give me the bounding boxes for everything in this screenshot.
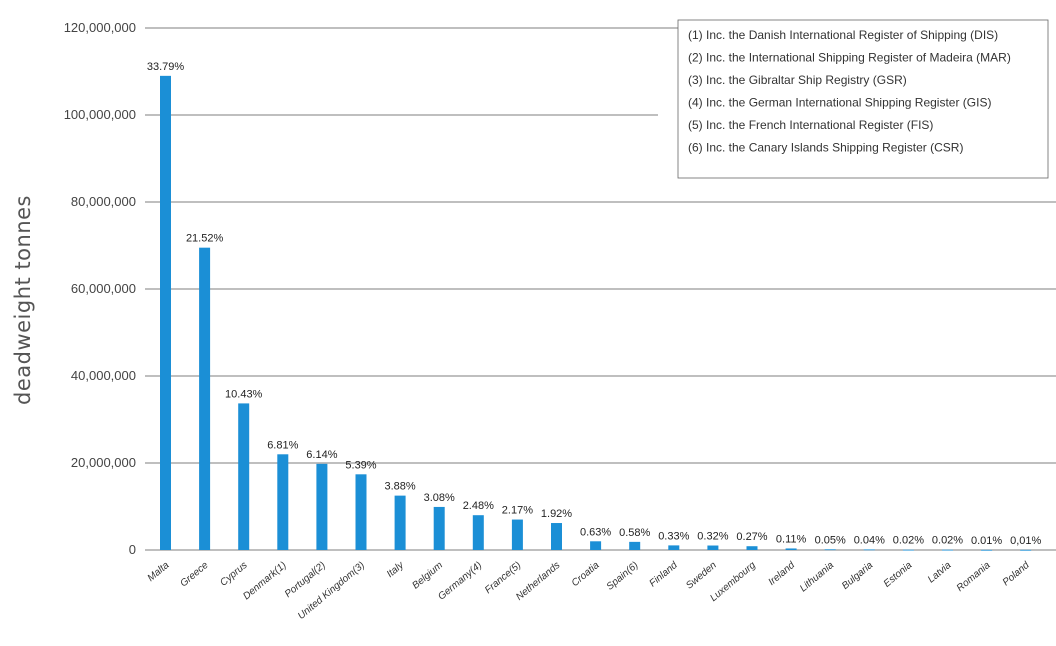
y-tick-label: 100,000,000 [64, 107, 136, 122]
data-label: 0.02% [932, 535, 963, 547]
bar [863, 549, 875, 551]
data-label: 0.11% [776, 533, 807, 545]
data-label: 33.79% [147, 61, 185, 73]
bar [238, 403, 250, 550]
bar [433, 506, 445, 550]
data-label: 0,01% [1010, 535, 1041, 547]
y-axis-label: deadweight tonnes [11, 195, 35, 405]
x-tick-label: Italy [385, 559, 407, 580]
x-tick-label: Denmark(1) [241, 560, 289, 602]
bar [1020, 549, 1032, 551]
data-labels: 33.79% 21.52% 10.43% 6.81% 6.14% 5.39% 3.88% 3.… [147, 61, 1042, 547]
data-label: 10.43% [225, 388, 263, 400]
bar [629, 541, 641, 550]
data-label: 3.88% [384, 481, 415, 493]
note-line: (6) Inc. the Canary Islands Shipping Reg… [688, 141, 963, 155]
x-tick-label: Germany(4) [436, 560, 484, 603]
x-tick-label: Finland [648, 560, 681, 590]
bar [707, 545, 719, 550]
bar [668, 545, 680, 550]
data-label: 0.02% [893, 535, 924, 547]
data-label: 5.39% [345, 459, 376, 471]
y-tick-label: 120,000,000 [64, 20, 136, 35]
bar [277, 454, 289, 550]
note-line: (2) Inc. the International Shipping Regi… [688, 51, 1011, 65]
bar [355, 474, 367, 550]
data-label: 2.17% [502, 505, 533, 517]
data-label: 0.33% [658, 530, 689, 542]
bar [316, 463, 328, 550]
x-tick-label: Estonia [882, 560, 915, 590]
bars [160, 75, 1032, 551]
data-label: 0.32% [697, 531, 728, 543]
y-tick-label: 40,000,000 [71, 368, 136, 383]
x-tick-label: Romania [955, 560, 993, 594]
x-tick-label: United Kingdom(3) [296, 560, 367, 622]
x-tick-label: Bulgaria [840, 560, 876, 592]
y-tick-label: 0 [129, 542, 136, 557]
x-tick-label: Croatia [570, 560, 602, 589]
x-axis-categories: Malta Greece CyprusDenmark(1)Portugal(2)Un… [146, 559, 1032, 622]
bar [590, 541, 602, 550]
notes-box: (1) Inc. the Danish International Regist… [677, 19, 1049, 179]
data-label: 6.81% [267, 439, 298, 451]
notes-box-frame [677, 19, 1049, 179]
y-tick-label: 80,000,000 [71, 194, 136, 209]
data-label: 1.92% [541, 508, 572, 520]
x-tick-label: Belgium [410, 560, 445, 592]
bar [551, 523, 562, 550]
note-line: (4) Inc. the German International Shippi… [688, 96, 991, 110]
gridlines [145, 27, 1056, 551]
note-line: (5) Inc. the French International Regist… [688, 118, 933, 132]
y-tick-label: 20,000,000 [71, 455, 136, 470]
x-tick-label: Ireland [767, 560, 798, 588]
data-label: 0.58% [619, 527, 650, 539]
data-label: 0.63% [580, 526, 611, 538]
x-tick-label: Sweden [684, 560, 719, 592]
x-tick-label: Poland [1001, 560, 1032, 589]
bar [472, 515, 484, 550]
x-tick-label: Lithuania [798, 560, 837, 595]
data-label: 0.27% [736, 531, 767, 543]
bar [942, 549, 953, 551]
data-label: 21.52% [186, 233, 224, 245]
bar [160, 75, 171, 550]
data-label: 0.01% [971, 535, 1002, 547]
data-label: 2.48% [463, 500, 494, 512]
bar [824, 549, 836, 551]
data-label: 6.14% [306, 449, 337, 461]
bar [902, 549, 914, 551]
x-tick-label: Latvia [926, 560, 954, 586]
bar [785, 548, 797, 550]
data-label: 0.05% [815, 534, 846, 546]
note-line: (3) Inc. the Gibraltar Ship Registry (GS… [688, 73, 907, 87]
x-tick-label: Spain(6) [605, 560, 641, 593]
bar [199, 247, 211, 551]
x-tick-label: Cyprus [218, 560, 249, 589]
bar [511, 519, 523, 550]
data-label: 0.04% [854, 534, 885, 546]
y-tick-label: 60,000,000 [71, 281, 136, 296]
bar [394, 495, 406, 550]
x-tick-label: Malta [146, 560, 172, 584]
data-label: 3.08% [424, 492, 455, 504]
note-line: (1) Inc. the Danish International Regist… [688, 28, 998, 42]
x-tick-label: Greece [178, 560, 211, 590]
bar [981, 549, 993, 551]
y-axis-ticks: 0 20,000,000 40,000,000 60,000,000 80,000,00… [64, 20, 136, 557]
bar [746, 546, 758, 550]
